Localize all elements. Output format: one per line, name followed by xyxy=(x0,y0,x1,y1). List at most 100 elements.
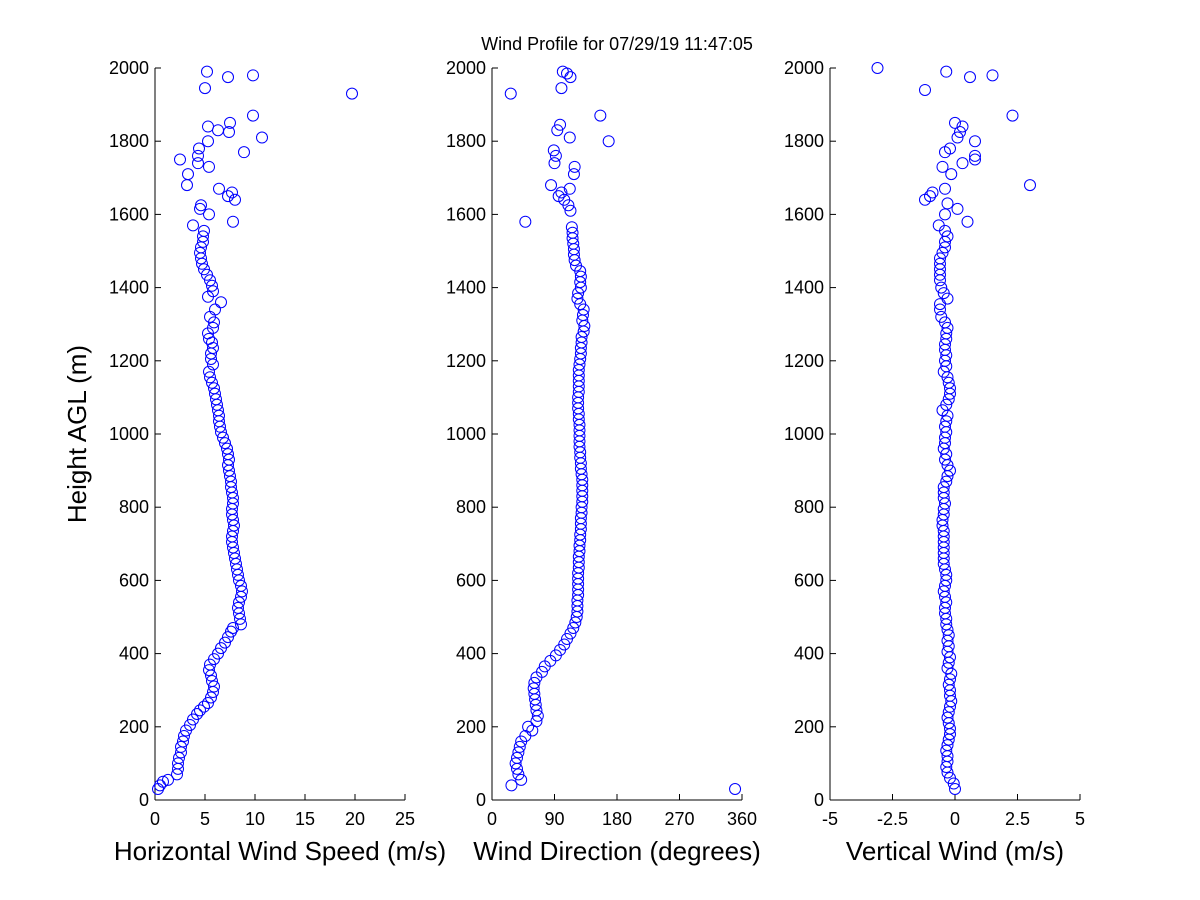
speed-data-point xyxy=(256,131,268,144)
direction-y-tick-label: 400 xyxy=(456,644,486,664)
vertical-data-point xyxy=(969,149,981,162)
speed-y-tick-label: 600 xyxy=(119,570,149,590)
direction-data-point xyxy=(564,204,577,217)
direction-y-tick-label: 600 xyxy=(456,570,486,590)
direction-x-axis-label: Wind Direction (degrees) xyxy=(473,836,761,866)
speed-data-point xyxy=(203,664,215,677)
vertical-x-tick-label: 5 xyxy=(1075,809,1085,829)
vertical-data-point xyxy=(939,182,951,195)
speed-y-tick-label: 1600 xyxy=(109,204,149,224)
speed-data-point xyxy=(212,124,224,137)
vertical-data-point xyxy=(941,321,954,334)
vertical-data-point xyxy=(942,376,955,389)
vertical-data-point xyxy=(944,772,956,785)
vertical-wind-panel: 0 200 400 600 800 1000 1200 1400 1600 1800 2000 -5 -… xyxy=(784,58,1085,866)
speed-data-point xyxy=(194,202,206,215)
speed-data-point xyxy=(198,224,210,237)
direction-y-tick-label: 0 xyxy=(476,790,486,810)
vertical-data-point xyxy=(1006,109,1019,122)
speed-data-point xyxy=(192,149,204,162)
speed-data-point xyxy=(221,442,233,455)
vertical-data-point xyxy=(871,62,884,74)
speed-data-point xyxy=(198,700,210,713)
vertical-y-tick-label: 200 xyxy=(794,717,824,737)
vertical-y-tick-label: 1800 xyxy=(784,131,824,151)
vertical-y-tick-label: 0 xyxy=(814,790,824,810)
speed-x-tick-label: 20 xyxy=(345,809,365,829)
direction-data-point xyxy=(563,131,576,144)
vertical-data-point xyxy=(942,706,955,719)
speed-data-point xyxy=(222,631,234,644)
vertical-data-point xyxy=(941,230,954,243)
vertical-data-point xyxy=(934,303,946,316)
speed-data-point xyxy=(157,775,169,788)
vertical-data-point xyxy=(942,629,955,642)
speed-y-tick-label: 1000 xyxy=(109,424,149,444)
speed-y-axis-label: Height AGL (m) xyxy=(62,345,92,523)
speed-data-point xyxy=(227,215,239,228)
direction-data-point xyxy=(528,676,541,689)
speed-data-point xyxy=(202,135,214,148)
direction-data-point xyxy=(522,720,535,733)
speed-y-tick-label: 800 xyxy=(119,497,149,517)
direction-data-point xyxy=(527,682,540,695)
speed-y-tick-label: 1400 xyxy=(109,278,149,298)
vertical-data-point xyxy=(937,585,950,598)
direction-data-point xyxy=(545,179,558,192)
speed-y-tick-label: 1800 xyxy=(109,131,149,151)
direction-y-tick-label: 200 xyxy=(456,717,486,737)
speed-data-point xyxy=(187,219,199,232)
speed-data-point xyxy=(207,321,219,334)
direction-data-point xyxy=(519,215,532,228)
direction-data-point xyxy=(574,270,587,283)
vertical-x-axis-label: Vertical Wind (m/s) xyxy=(846,836,1064,866)
figure-title: Wind Profile for 07/29/19 11:47:05 xyxy=(481,34,753,54)
direction-data-point xyxy=(547,144,560,157)
direction-data-point xyxy=(729,783,742,796)
speed-data-point xyxy=(204,274,216,287)
direction-y-tick-label: 1600 xyxy=(446,204,486,224)
vertical-data-point xyxy=(949,783,961,796)
speed-x-tick-label: 15 xyxy=(295,809,315,829)
vertical-data-point xyxy=(942,678,955,691)
direction-y-tick-label: 2000 xyxy=(446,58,486,78)
speed-data-point xyxy=(182,168,194,181)
vertical-data-point xyxy=(919,83,931,96)
speed-data-point xyxy=(206,279,218,292)
speed-data-point xyxy=(203,208,215,221)
vertical-data-point xyxy=(944,464,956,477)
vertical-y-tick-label: 2000 xyxy=(784,58,824,78)
direction-data-point xyxy=(505,779,518,792)
speed-data-point xyxy=(208,680,220,693)
vertical-data-point xyxy=(939,420,951,433)
speed-data-point xyxy=(212,647,224,660)
vertical-data-point xyxy=(969,153,981,166)
vertical-x-tick-label: -2.5 xyxy=(877,809,908,829)
speed-data-point xyxy=(203,332,215,345)
vertical-y-tick-label: 600 xyxy=(794,570,824,590)
direction-data-point xyxy=(563,182,576,195)
speed-data-point xyxy=(207,285,219,298)
vertical-data-point xyxy=(937,486,950,499)
vertical-data-point xyxy=(945,168,958,181)
speed-data-point xyxy=(209,387,221,400)
speed-data-point xyxy=(227,621,239,634)
vertical-data-point xyxy=(936,160,949,173)
direction-data-point xyxy=(594,109,607,122)
vertical-data-point xyxy=(934,252,946,265)
speed-data-point xyxy=(202,697,214,710)
vertical-data-point xyxy=(944,142,956,155)
direction-x-tick-label: 270 xyxy=(664,809,694,829)
speed-data-point xyxy=(194,704,206,717)
direction-data-point xyxy=(555,82,568,95)
vertical-x-tick-label: 2.5 xyxy=(1005,809,1030,829)
direction-y-tick-label: 800 xyxy=(456,497,486,517)
vertical-data-point xyxy=(941,662,954,675)
direction-data-point xyxy=(536,665,548,678)
direction-data-point xyxy=(568,160,581,173)
speed-data-point xyxy=(184,718,196,731)
vertical-data-point xyxy=(941,197,954,210)
speed-x-tick-label: 5 xyxy=(200,809,210,829)
speed-x-axis-label: Horizontal Wind Speed (m/s) xyxy=(114,836,446,866)
wind-direction-panel: 0 200 400 600 800 1000 1200 1400 1600 1800 2000 0 90… xyxy=(446,58,761,866)
